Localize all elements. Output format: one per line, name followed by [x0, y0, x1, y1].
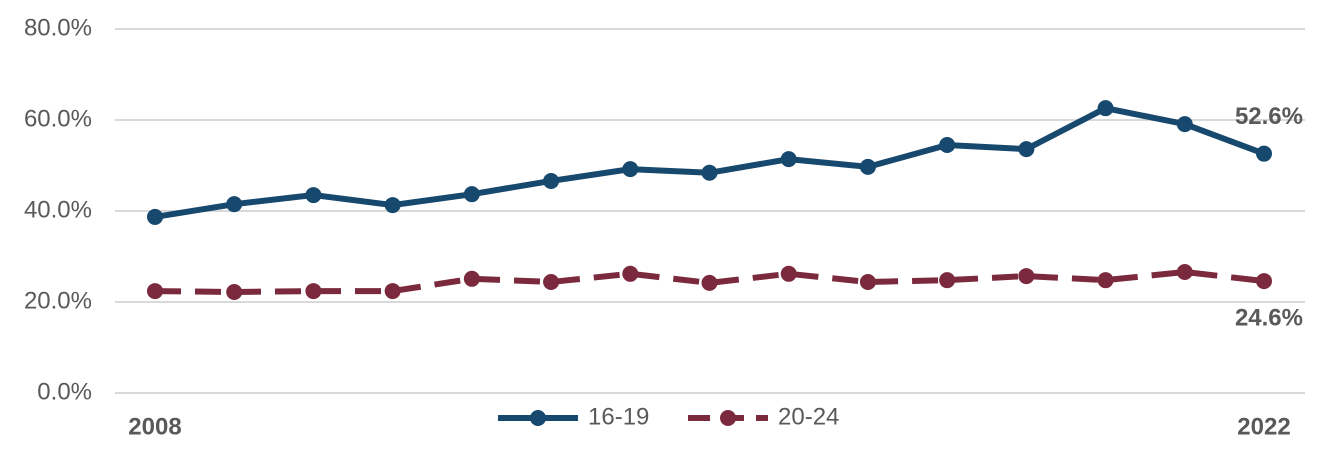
y-tick-label: 60.0%	[24, 105, 92, 132]
point	[463, 186, 480, 203]
point	[622, 161, 639, 178]
value-label: 24.6%	[1235, 304, 1303, 331]
point	[859, 273, 876, 290]
legend-marker	[530, 410, 546, 426]
point	[939, 272, 956, 289]
point	[226, 283, 243, 300]
legend-label: 20-24	[778, 403, 839, 430]
point	[622, 265, 639, 282]
point	[780, 265, 797, 282]
x-tick-label: 2008	[128, 413, 181, 440]
point	[543, 273, 560, 290]
point	[1018, 268, 1035, 285]
point	[780, 151, 797, 168]
point	[1097, 272, 1114, 289]
value-label: 52.6%	[1235, 103, 1303, 130]
legend-label: 16-19	[588, 403, 649, 430]
point	[701, 274, 718, 291]
point	[305, 187, 322, 204]
x-tick-label: 2022	[1237, 413, 1290, 440]
point	[384, 283, 401, 300]
point	[701, 164, 718, 181]
point	[1097, 100, 1114, 117]
point	[1176, 263, 1193, 280]
point	[147, 283, 163, 300]
series-line	[154, 268, 1265, 295]
point	[859, 158, 876, 175]
y-tick-label: 80.0%	[24, 14, 92, 41]
series-line	[154, 105, 1266, 220]
point	[1256, 145, 1272, 162]
point	[226, 196, 243, 213]
point	[147, 208, 163, 225]
point	[463, 270, 480, 287]
point	[384, 197, 401, 214]
point	[1018, 141, 1035, 158]
point	[305, 283, 322, 300]
point	[1256, 273, 1272, 290]
y-tick-label: 40.0%	[24, 196, 92, 223]
point	[543, 172, 560, 189]
point	[1176, 116, 1193, 133]
y-tick-label: 20.0%	[24, 287, 92, 314]
legend-marker	[720, 410, 736, 426]
y-tick-label: 0.0%	[37, 378, 92, 405]
point	[939, 137, 956, 154]
